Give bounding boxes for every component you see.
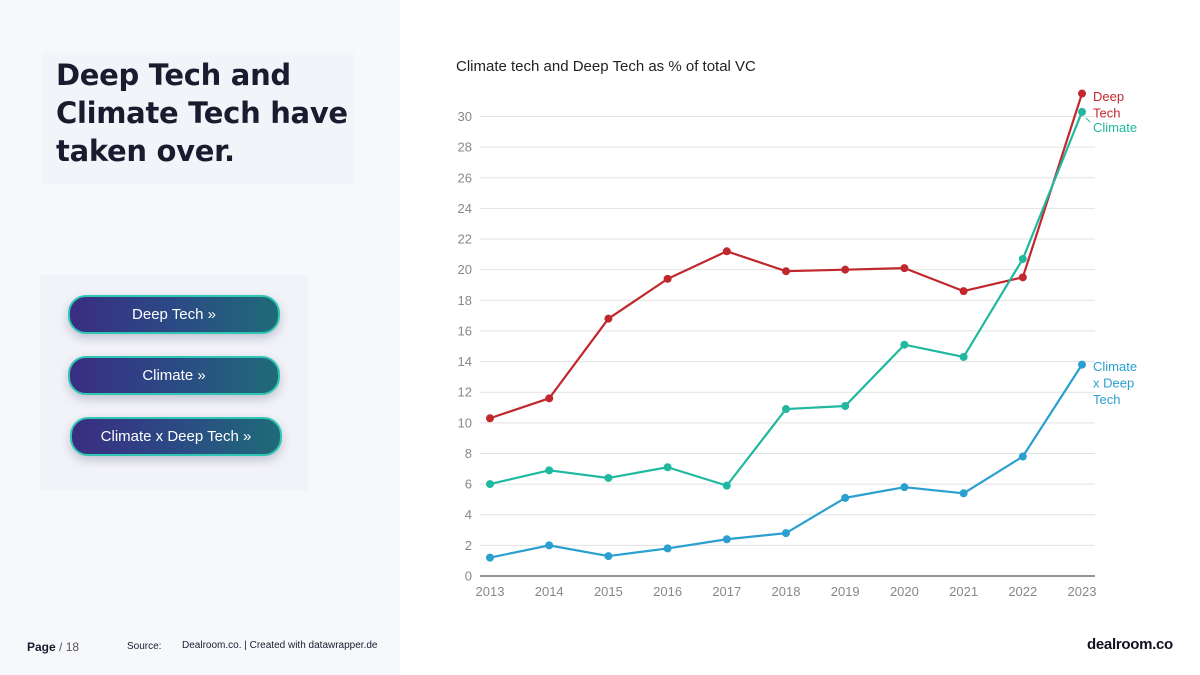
series-label-1: Climate [1093, 120, 1137, 135]
series-label-0: Deep Tech [1093, 89, 1124, 121]
data-point [663, 463, 672, 472]
series-label-2: Climate x Deep Tech [1093, 359, 1137, 407]
data-point [1078, 360, 1086, 369]
data-point [1018, 452, 1027, 461]
data-point [841, 493, 850, 502]
page-number: / 18 [59, 640, 80, 654]
data-point [900, 340, 909, 349]
data-point [782, 529, 790, 538]
y-tick-label: 30 [458, 109, 472, 124]
climate-x-deep-tech-button[interactable]: Climate x Deep Tech » [70, 417, 282, 456]
x-tick-label: 2023 [1068, 584, 1097, 599]
y-tick-label: 10 [458, 415, 472, 430]
y-tick-label: 8 [465, 446, 472, 461]
data-point [959, 352, 968, 361]
series-label-line: Climate [1093, 359, 1137, 374]
series-label-line: Deep [1093, 89, 1124, 104]
dealroom-logo: dealroom.co [1087, 636, 1173, 653]
y-tick-label: 20 [458, 262, 472, 277]
series-label-line: x Deep [1093, 376, 1134, 391]
data-point [1018, 273, 1027, 282]
y-tick-label: 24 [458, 201, 472, 216]
data-point [545, 541, 554, 550]
y-tick-label: 22 [458, 232, 472, 247]
series-line-1 [489, 111, 1084, 487]
title-card [42, 52, 354, 184]
data-point [663, 544, 672, 553]
climate-button[interactable]: Climate » [68, 356, 280, 395]
x-tick-label: 2022 [1008, 584, 1037, 599]
data-point [486, 414, 494, 423]
y-tick-label: 16 [458, 323, 472, 338]
chart-title: Climate tech and Deep Tech as % of total… [456, 58, 756, 75]
data-point [900, 264, 909, 273]
data-point [782, 405, 790, 414]
data-point [604, 473, 613, 482]
y-tick-label: 6 [465, 477, 472, 492]
data-point [663, 274, 672, 283]
x-tick-label: 2013 [476, 584, 505, 599]
data-point [1018, 254, 1027, 263]
data-point [722, 247, 731, 256]
data-point [722, 481, 731, 490]
page-label: Page [27, 640, 56, 654]
x-tick-label: 2021 [949, 584, 978, 599]
x-tick-label: 2018 [772, 584, 801, 599]
series-label-line: Climate [1093, 120, 1137, 135]
y-tick-label: 18 [458, 293, 472, 308]
y-tick-label: 4 [465, 507, 472, 522]
y-tick-label: 12 [458, 385, 472, 400]
data-point [1078, 89, 1086, 98]
data-point [545, 394, 554, 403]
data-point [604, 552, 613, 561]
y-tick-label: 14 [458, 354, 472, 369]
data-point [604, 314, 613, 323]
y-tick-label: 2 [465, 538, 472, 553]
series-line-0 [489, 93, 1084, 420]
x-tick-label: 2019 [831, 584, 860, 599]
x-tick-label: 2020 [890, 584, 919, 599]
slide-headline: Deep Tech and Climate Tech have taken ov… [56, 58, 348, 168]
source-label: Source: [127, 641, 162, 652]
series-label-line: Tech [1093, 392, 1120, 407]
series-label-line: Tech [1093, 106, 1120, 121]
x-tick-label: 2016 [653, 584, 682, 599]
data-point [545, 466, 554, 475]
data-point [841, 265, 850, 274]
y-tick-label: 28 [458, 140, 472, 155]
data-point [486, 480, 494, 489]
y-tick-label: 26 [458, 170, 472, 185]
series-line-2 [489, 364, 1083, 559]
data-point [900, 483, 909, 492]
data-point [1078, 107, 1086, 116]
deep-tech-button[interactable]: Deep Tech » [68, 295, 280, 334]
source-text: Dealroom.co. | Created with datawrapper.… [182, 640, 378, 651]
climate-label-connector [1085, 117, 1091, 123]
x-tick-label: 2015 [594, 584, 623, 599]
data-point [841, 401, 850, 410]
x-tick-label: 2017 [712, 584, 741, 599]
x-tick-label: 2014 [535, 584, 564, 599]
data-point [959, 287, 968, 296]
page-indicator: Page / 18 [27, 640, 79, 654]
data-point [722, 535, 731, 544]
y-tick-label: 0 [465, 569, 472, 584]
data-point [782, 267, 790, 276]
data-point [959, 489, 968, 498]
data-point [486, 553, 494, 562]
